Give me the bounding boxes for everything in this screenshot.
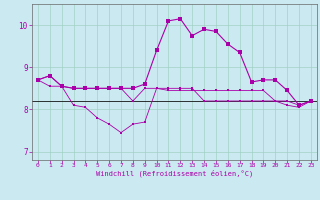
X-axis label: Windchill (Refroidissement éolien,°C): Windchill (Refroidissement éolien,°C) (96, 170, 253, 177)
